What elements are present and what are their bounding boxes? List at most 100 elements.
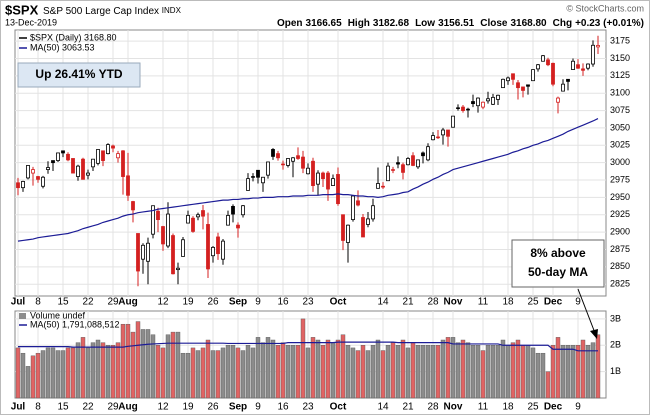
volume-bar [495,345,501,399]
candle-body [596,45,600,48]
volume-bar [345,345,351,399]
x-tick-label: 28 [427,297,439,308]
x-tick-label: Dec [544,297,563,308]
candle-body [241,205,245,216]
candle-body [476,97,480,107]
candle-body [211,246,215,257]
volume-bar [105,345,111,399]
volume-bar [25,366,31,399]
candle-body [41,176,45,187]
x-tick-label: 25 [527,402,539,413]
candle-body [56,152,60,161]
x-tick-label: 22 [82,402,94,413]
candle-body [316,172,320,185]
volume-bar [290,345,296,399]
legend-label: Volume undef [30,310,86,320]
x-tick-label: 23 [302,402,314,413]
candle-body [541,55,545,62]
volume-bar [470,345,476,399]
name: S&P 500 Large Cap Index [43,6,159,17]
x-tick-label: 28 [427,402,439,413]
volume-bar [530,347,536,399]
volume-bar [235,347,241,399]
volume-bar [270,339,276,399]
candle-body [446,129,450,137]
volume-bar [490,345,496,399]
quote-label: Open [277,18,303,29]
volume-bar [425,345,431,399]
volume-bar [250,347,256,399]
candle-body [286,158,290,166]
candle-body [531,69,535,82]
volume-bar [435,345,441,399]
volume-bar [180,352,186,399]
volume-bar [405,347,411,399]
candle-body [491,96,495,105]
volume-bar [240,350,246,399]
volume-bar [545,371,551,399]
candle-body [111,145,115,149]
volume-bar [35,352,41,399]
volume-bar [375,339,381,399]
candle-body [546,59,550,66]
arrow-head [590,329,598,339]
ma-box [511,239,605,288]
candle-body [66,153,70,161]
volume-bar [485,345,491,399]
candle-body [21,181,25,189]
candle-body [421,152,425,157]
x-tick-label: 19 [182,402,194,413]
x-tick-label: 14 [377,297,389,308]
candle-body [356,200,360,206]
y-tick-label: 3125 [610,70,630,80]
volume-bar [340,334,346,399]
candle-body [191,217,195,232]
x-tick-label: 22 [82,297,94,308]
candle-body [451,115,455,128]
x-tick-label: 25 [527,297,539,308]
candle-body [466,108,470,111]
volume-bar [125,323,131,399]
candle-body [166,213,170,247]
candle-body [61,150,65,154]
volume-bar [415,345,421,399]
x-tick-label: 9 [575,402,581,413]
candle-body [161,226,165,245]
volume-bar [175,331,181,399]
volume-bar [330,342,336,399]
x-tick-label: 14 [377,402,389,413]
x-tick-label: 11 [478,402,489,413]
volume-bar [390,342,396,399]
quote-value: +0.23 (+0.01%) [575,18,644,29]
volume-bar [385,345,391,399]
candle-body [256,169,260,178]
volume-bar [85,347,91,399]
volume-bar [165,334,171,399]
candle-body [411,155,415,166]
candle-body [496,94,500,100]
volume-bar [110,345,116,399]
candle-body [566,78,570,82]
ma-text: 50-day MA [528,265,588,279]
volume-bar [50,347,56,399]
volume-bar [360,345,366,399]
volume-bar [160,347,166,399]
volume-bar [80,337,86,399]
x-tick-label: 16 [277,297,289,308]
candle-body [186,215,190,224]
x-tick-label: 9 [255,297,261,308]
candle-body [276,153,280,159]
volume-bar [380,350,386,399]
volume-bar [560,345,566,399]
volume-bar [565,345,571,399]
candle-body [71,158,75,174]
x-tick-label: 15 [57,297,69,308]
x-tick-label: Dec [544,402,563,413]
candle-body [501,78,505,89]
candle-body [426,146,430,161]
candle-body [156,210,160,221]
volume-bar [225,345,231,399]
candle-body [46,167,50,170]
volume-bar [335,339,341,399]
